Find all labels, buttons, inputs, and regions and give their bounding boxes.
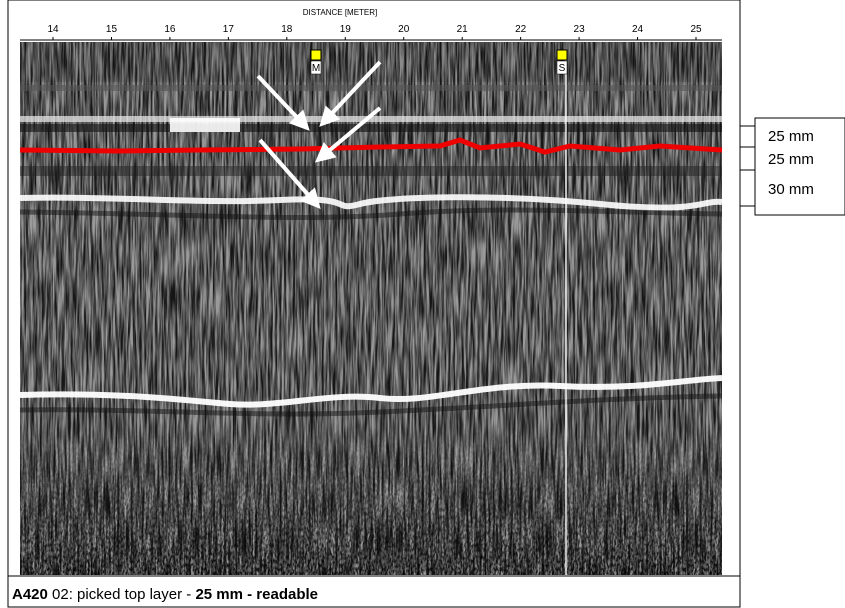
tick-label: 23 [574,24,586,35]
tick-label: 16 [164,24,176,35]
tick-label: 17 [223,24,235,35]
tick-label: 18 [281,24,293,35]
tick-label: 24 [632,24,644,35]
tick-label: 14 [47,24,59,35]
caption-emphasis: 25 mm - readable [195,586,318,603]
arrows [256,60,382,210]
layer-thickness: 30 mm [768,181,814,198]
caption-id: A420 [12,586,48,603]
caption: A420 02: picked top layer - 25 mm - read… [12,586,318,603]
layer-box [754,117,845,216]
marker-flag [310,49,322,61]
tick-label: 21 [457,24,469,35]
marker-flag [556,49,568,61]
layer-thickness: 25 mm [768,151,814,168]
marker-label-bg [310,60,322,75]
tick-label: 15 [106,24,118,35]
tick-label: 20 [398,24,410,35]
tick-label: 22 [515,24,527,35]
marker-label-bg [556,60,568,75]
layer-thickness: 25 mm [768,128,814,145]
tick-label: 19 [340,24,352,35]
marker-label: M [312,63,320,74]
axis-label: DISTANCE [METER] [303,8,378,17]
caption-text: 02: picked top layer - [47,586,196,603]
tick-label: 25 [690,24,702,35]
picked-layer [19,137,723,155]
marker-label: S [559,63,566,74]
